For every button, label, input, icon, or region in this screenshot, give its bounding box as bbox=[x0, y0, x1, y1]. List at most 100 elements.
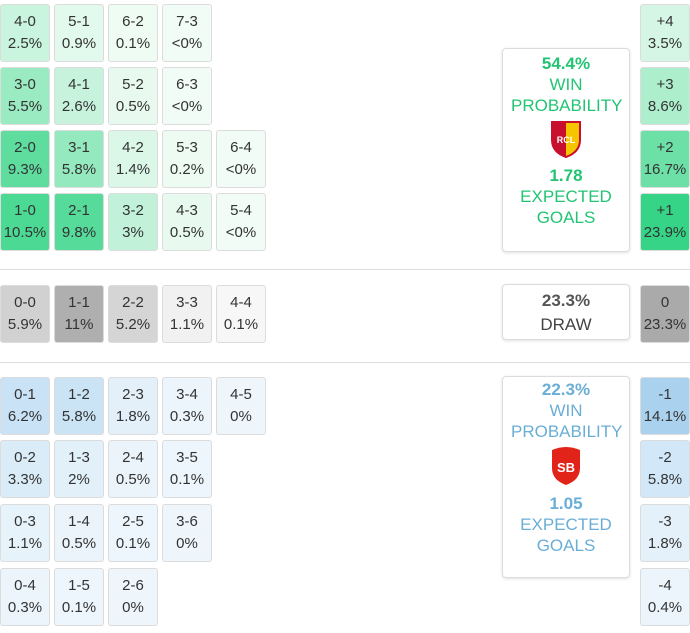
score: 4-4 bbox=[230, 294, 252, 311]
score: 4-0 bbox=[14, 13, 36, 30]
prob: 0.9% bbox=[61, 35, 97, 52]
prob: 3.5% bbox=[647, 35, 683, 52]
score: 4-5 bbox=[230, 386, 252, 403]
score-cell: 3-5 0.1% bbox=[162, 440, 212, 498]
home-xg-label: EXPECTED GOALS bbox=[520, 187, 612, 227]
prob: 0.1% bbox=[169, 471, 205, 488]
prob: 2% bbox=[68, 471, 90, 488]
diff: +1 bbox=[656, 202, 674, 219]
prob: 1.1% bbox=[169, 316, 205, 333]
score-cell: 2-3 1.8% bbox=[108, 377, 158, 435]
score-cell: 2-1 9.8% bbox=[54, 193, 104, 251]
score: 3-2 bbox=[122, 202, 144, 219]
diff: 0 bbox=[660, 294, 670, 311]
prob: 3% bbox=[122, 224, 144, 241]
score-cell: 3-3 1.1% bbox=[162, 285, 212, 343]
home-logo: RCL bbox=[551, 121, 581, 159]
margin-cell: -4 0.4% bbox=[640, 568, 690, 626]
margin-cell: +3 8.6% bbox=[640, 67, 690, 125]
home-win-prob: 54.4% bbox=[541, 54, 591, 73]
score: 2-5 bbox=[122, 513, 144, 530]
score: 4-1 bbox=[68, 76, 90, 93]
score-cell: 1-2 5.8% bbox=[54, 377, 104, 435]
score: 0-0 bbox=[14, 294, 36, 311]
separator bbox=[0, 269, 690, 270]
prob: 10.5% bbox=[3, 224, 47, 241]
diff: -3 bbox=[658, 513, 672, 530]
score: 0-4 bbox=[14, 577, 36, 594]
prob: 0.5% bbox=[115, 98, 151, 115]
prob: 5.5% bbox=[7, 98, 43, 115]
prob: 0.2% bbox=[169, 161, 205, 178]
score-cell: 5-2 0.5% bbox=[108, 67, 158, 125]
margin-cell: +4 3.5% bbox=[640, 4, 690, 62]
away-win-label: WIN PROBABILITY bbox=[511, 401, 623, 441]
prob: 0.1% bbox=[223, 316, 259, 333]
score: 3-5 bbox=[176, 449, 198, 466]
away-card: 22.3% WIN PROBABILITY SB 1.05 EXPECTED G… bbox=[502, 376, 630, 578]
score: 6-2 bbox=[122, 13, 144, 30]
prob: 1.1% bbox=[7, 535, 43, 552]
score: 1-5 bbox=[68, 577, 90, 594]
prob: 9.3% bbox=[7, 161, 43, 178]
separator bbox=[0, 362, 690, 363]
prob: 2.5% bbox=[7, 35, 43, 52]
prob: 6.2% bbox=[7, 408, 43, 425]
score: 1-1 bbox=[68, 294, 90, 311]
prob: 0.4% bbox=[647, 599, 683, 616]
score: 3-6 bbox=[176, 513, 198, 530]
score: 4-2 bbox=[122, 139, 144, 156]
score: 1-3 bbox=[68, 449, 90, 466]
prob: 5.8% bbox=[647, 471, 683, 488]
prob: 0.5% bbox=[169, 224, 205, 241]
score-cell: 4-0 2.5% bbox=[0, 4, 50, 62]
prob: 23.9% bbox=[643, 224, 687, 241]
svg-text:SB: SB bbox=[557, 460, 575, 475]
score-cell: 2-5 0.1% bbox=[108, 504, 158, 562]
prob: 1.4% bbox=[115, 161, 151, 178]
prob: 11% bbox=[64, 316, 94, 333]
margin-cell: +1 23.9% bbox=[640, 193, 690, 251]
score: 5-2 bbox=[122, 76, 144, 93]
score-cell: 6-2 0.1% bbox=[108, 4, 158, 62]
prob: 23.3% bbox=[643, 316, 687, 333]
score-cell: 0-1 6.2% bbox=[0, 377, 50, 435]
prob: 0.1% bbox=[115, 35, 151, 52]
prob: <0% bbox=[225, 161, 257, 178]
score-cell: 5-1 0.9% bbox=[54, 4, 104, 62]
prob: 5.2% bbox=[115, 316, 151, 333]
score-cell: 0-4 0.3% bbox=[0, 568, 50, 626]
svg-text:RCL: RCL bbox=[557, 135, 576, 145]
diff: +4 bbox=[656, 13, 674, 30]
score-cell: 0-2 3.3% bbox=[0, 440, 50, 498]
prob: 0.5% bbox=[115, 471, 151, 488]
prob: 9.8% bbox=[61, 224, 97, 241]
margin-cell: -1 14.1% bbox=[640, 377, 690, 435]
score: 4-3 bbox=[176, 202, 198, 219]
diff: +3 bbox=[656, 76, 674, 93]
prob: 0% bbox=[230, 408, 252, 425]
score-cell: 7-3 <0% bbox=[162, 4, 212, 62]
prob: 0% bbox=[122, 599, 144, 616]
prob: 0.3% bbox=[169, 408, 205, 425]
score-cell: 4-2 1.4% bbox=[108, 130, 158, 188]
score-cell: 3-2 3% bbox=[108, 193, 158, 251]
score-cell: 3-1 5.8% bbox=[54, 130, 104, 188]
draw-card: 23.3% DRAW bbox=[502, 284, 630, 340]
score-cell: 0-0 5.9% bbox=[0, 285, 50, 343]
score-cell: 1-4 0.5% bbox=[54, 504, 104, 562]
score: 7-3 bbox=[176, 13, 198, 30]
score-cell: 5-3 0.2% bbox=[162, 130, 212, 188]
score: 3-4 bbox=[176, 386, 198, 403]
score: 5-3 bbox=[176, 139, 198, 156]
score: 2-1 bbox=[68, 202, 90, 219]
away-xg: 1.05 bbox=[549, 494, 583, 513]
prob: 5.8% bbox=[61, 408, 97, 425]
score: 5-4 bbox=[230, 202, 252, 219]
draw-prob: 23.3% bbox=[541, 291, 591, 310]
score-cell: 4-4 0.1% bbox=[216, 285, 266, 343]
score: 6-3 bbox=[176, 76, 198, 93]
score-cell: 2-2 5.2% bbox=[108, 285, 158, 343]
away-xg-label: EXPECTED GOALS bbox=[520, 515, 612, 555]
score-cell: 2-4 0.5% bbox=[108, 440, 158, 498]
